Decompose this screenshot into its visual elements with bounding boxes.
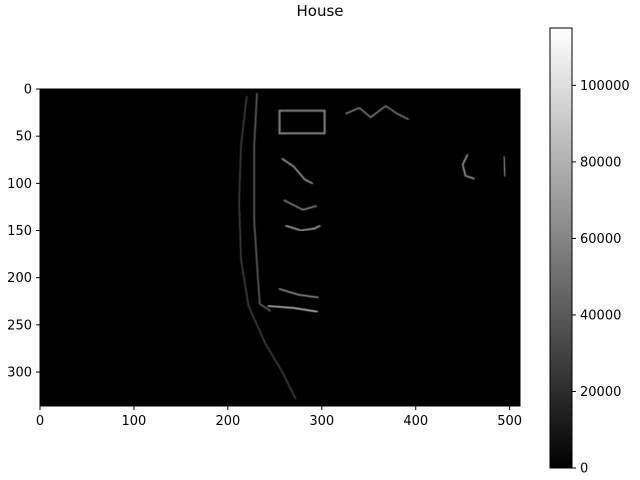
y-tick-label: 100 (7, 177, 32, 192)
x-axis-ticks: 0 100 200 300 400 500 (36, 406, 522, 429)
axes-frame (39, 88, 521, 407)
x-tick-label: 100 (122, 414, 147, 429)
heatmap-feature-mid-blob-1 (281, 158, 314, 185)
heatmap-image (40, 89, 520, 406)
y-tick-label: 300 (7, 366, 32, 381)
heatmap-feature-right-arc (461, 154, 475, 180)
heatmap-feature-window-sill (267, 305, 318, 313)
heatmap-background (40, 89, 520, 406)
x-tick-label: 300 (309, 414, 334, 429)
heatmap-feature-window-top-bar (278, 109, 326, 135)
colorbar-tick-label: 100000 (580, 79, 630, 94)
heatmap-feature-door-frame (253, 92, 271, 312)
y-tick-label: 50 (15, 130, 32, 145)
x-tick-label: 400 (403, 414, 428, 429)
x-tick-label: 0 (36, 414, 44, 429)
colorbar-tick-label: 60000 (580, 232, 621, 247)
x-tick-label: 200 (215, 414, 240, 429)
y-tick-label: 250 (7, 318, 32, 333)
heatmap-feature-window-bottom-line (278, 288, 319, 299)
heatmap-feature-left-edge (238, 95, 297, 400)
y-tick-label: 200 (7, 271, 32, 286)
colorbar-tick-label: 40000 (580, 308, 621, 323)
y-axis-ticks: 0 50 100 150 200 250 300 (7, 83, 40, 381)
colorbar-tick-label: 20000 (580, 385, 621, 400)
x-tick-label: 500 (497, 414, 522, 429)
colorbar-ticks: 0 20000 40000 60000 80000 100000 (572, 79, 630, 477)
heatmap-feature-far-right (503, 156, 506, 177)
heatmap-feature-mid-blob-2 (283, 199, 317, 211)
colorbar (549, 27, 573, 469)
colorbar-tick-label: 0 (580, 462, 588, 477)
colorbar-tick-label: 80000 (580, 155, 621, 170)
chart-title: House (296, 2, 343, 20)
y-tick-label: 150 (7, 224, 32, 239)
heatmap-feature-mid-blob-3 (285, 225, 321, 232)
y-tick-label: 0 (24, 83, 32, 98)
heatmap-feature-roof-right (345, 105, 409, 120)
